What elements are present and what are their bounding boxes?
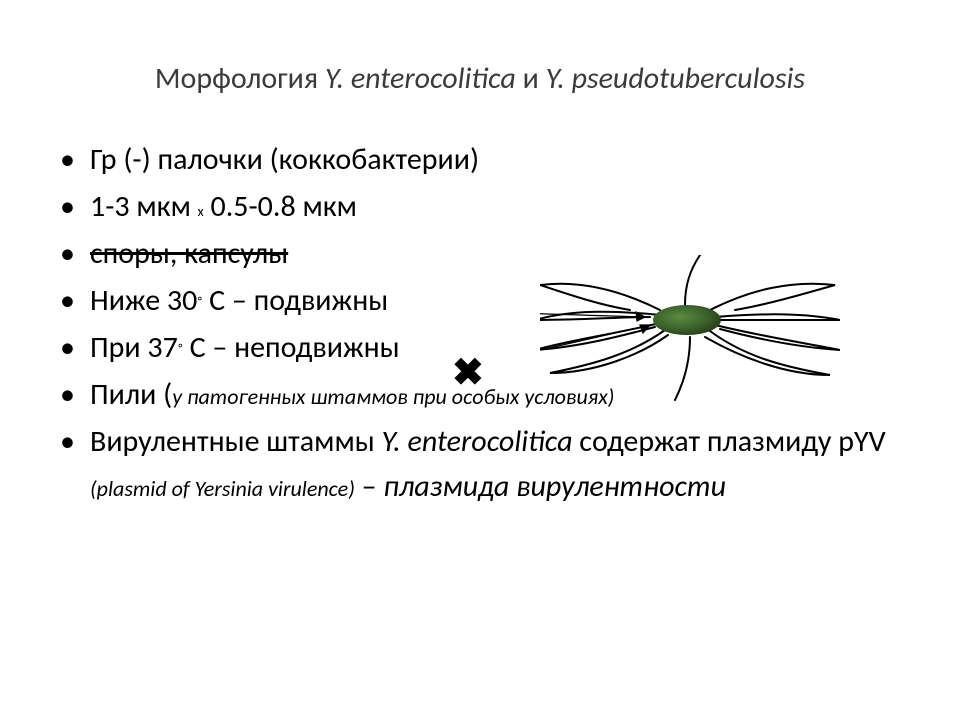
bacteria-illustration (540, 255, 840, 405)
bullet-plasmid-it: Y. enterocolitica (382, 423, 573, 460)
bullet-motile-deg: ◦ (197, 290, 202, 307)
bullet-plasmid-a: Вирулентные штаммы (90, 423, 382, 460)
bullet-plasmid-sm: (plasmid of Yersinia virulence) (90, 475, 355, 502)
bullet-plasmid: Вирулентные штаммы Y. enterocolitica сод… (60, 419, 910, 509)
bullet-size-a: 1-3 мкм (90, 188, 198, 225)
bullet-motile-b: С – подвижны (202, 282, 388, 319)
bullet-plasmid-c: – (355, 468, 384, 505)
bullet-spores-text: споры, капсулы (90, 235, 288, 272)
bullet-pili-a: Пили ( (90, 376, 172, 413)
bullet-size: 1-3 мкм x 0.5-0.8 мкм (60, 184, 910, 229)
bullet-nonmotile-deg: ◦ (178, 337, 183, 354)
title-species-1: Y. enterocolitica (325, 60, 516, 97)
bullet-gram: Гр (-) палочки (коккобактерии) (60, 137, 910, 182)
x-mark-icon: ✖ (452, 350, 484, 396)
bullet-plasmid-b: содержат плазмиду pYV (573, 423, 886, 460)
bullet-motile-a: Ниже 30 (90, 282, 197, 319)
bullet-plasmid-it2: плазмида вирулентности (383, 468, 726, 505)
slide-title: Морфология Y. enterocolitica и Y. pseudo… (50, 60, 910, 97)
title-connector: и (516, 60, 546, 97)
title-species-2: Y. pseudotuberculosis (546, 60, 805, 97)
bullet-nonmotile-b: С – неподвижны (183, 329, 400, 366)
bullet-gram-text: Гр (-) палочки (коккобактерии) (90, 141, 479, 178)
bullet-nonmotile-a: При 37 (90, 329, 178, 366)
bullet-size-b: 0.5-0.8 мкм (204, 188, 357, 225)
slide: Морфология Y. enterocolitica и Y. pseudo… (0, 0, 960, 720)
title-prefix: Морфология (155, 60, 325, 97)
